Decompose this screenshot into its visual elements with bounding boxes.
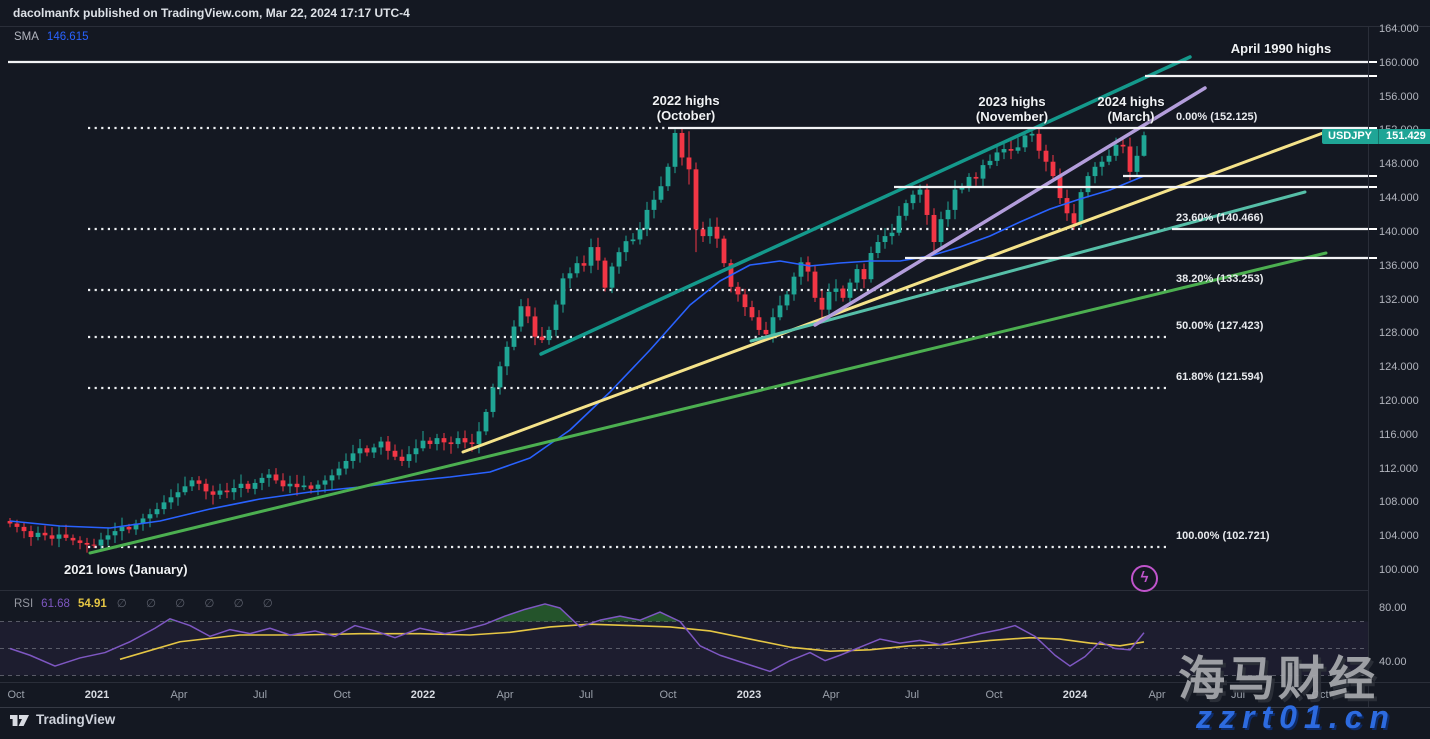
time-axis-label: Apr bbox=[1148, 689, 1166, 701]
chart-annotation: 2024 highs (March) bbox=[1097, 94, 1165, 124]
sma-value: 146.615 bbox=[46, 31, 89, 43]
sma-line bbox=[9, 175, 1145, 529]
fib-level-label: 61.80% (121.594) bbox=[1176, 371, 1264, 383]
publisher-bar: dacolmanfx published on TradingView.com,… bbox=[0, 0, 1430, 27]
fib-level-label: 23.60% (140.466) bbox=[1176, 212, 1264, 224]
tradingview-logo-icon bbox=[10, 715, 29, 726]
fib-level-label: 0.00% (152.125) bbox=[1176, 111, 1258, 123]
time-axis-label: 2024 bbox=[1062, 689, 1088, 701]
chart-annotation: 2022 highs (October) bbox=[652, 93, 720, 123]
rsi-label: RSI bbox=[14, 598, 34, 610]
rsi-ma-value: 54.91 bbox=[77, 598, 107, 610]
rsi-line bbox=[9, 603, 1145, 673]
time-axis-label: Apr bbox=[170, 689, 188, 701]
rsi-band bbox=[0, 621, 1368, 676]
rsi-overbought-fill bbox=[596, 612, 680, 622]
time-axis-label: Oct bbox=[985, 689, 1003, 701]
rsi-ma-line bbox=[119, 623, 1145, 661]
rsi-value: 61.68 bbox=[41, 598, 70, 610]
time-axis-label: Oct bbox=[659, 689, 677, 701]
chart-annotation: 2021 lows (January) bbox=[64, 562, 188, 577]
chart-annotation: 2023 highs (November) bbox=[975, 94, 1049, 124]
time-axis-label: Apr bbox=[496, 689, 514, 701]
time-axis-label: Jul bbox=[252, 689, 268, 701]
watermark-cjk: 海马财经 bbox=[1178, 652, 1378, 705]
green-long-term-support bbox=[88, 251, 1328, 555]
rsi-indicator-legend[interactable]: RSI 61.68 54.91 ∅ ∅ ∅ ∅ ∅ ∅ bbox=[14, 596, 281, 610]
sma-indicator-legend[interactable]: SMA 146.615 bbox=[14, 31, 89, 43]
tradingview-attribution-text: TradingView bbox=[36, 712, 116, 727]
candlestick-series bbox=[7, 127, 1147, 553]
symbol-price-badge: USDJPY 151.429 bbox=[1322, 129, 1430, 144]
time-axis-label: Oct bbox=[7, 689, 25, 701]
dark-teal-channel bbox=[539, 55, 1192, 356]
time-axis-label: Oct bbox=[333, 689, 351, 701]
time-axis-separator bbox=[0, 682, 1430, 683]
pane-separator[interactable] bbox=[0, 590, 1368, 591]
footer-separator bbox=[0, 707, 1430, 708]
light-teal-support bbox=[749, 190, 1307, 343]
last-price-label: 151.429 bbox=[1386, 130, 1426, 142]
time-axis-label: 2022 bbox=[410, 689, 436, 701]
publisher-text: dacolmanfx published on TradingView.com,… bbox=[13, 6, 410, 20]
yellow-support bbox=[461, 131, 1325, 454]
fib-level-label: 38.20% (133.253) bbox=[1176, 273, 1264, 285]
time-axis-label: Apr bbox=[822, 689, 840, 701]
lightning-icon[interactable]: ϟ bbox=[1131, 565, 1158, 592]
watermark-url: zzrt01.cn bbox=[1196, 699, 1396, 735]
sma-label: SMA bbox=[14, 31, 39, 43]
price-axis[interactable] bbox=[1368, 26, 1430, 707]
tradingview-attribution[interactable]: TradingView bbox=[10, 712, 115, 727]
rsi-overbought-fill bbox=[165, 618, 178, 622]
time-axis-label: 2021 bbox=[84, 689, 110, 701]
time-axis-label: Jul bbox=[578, 689, 594, 701]
rsi-empty-slots: ∅ ∅ ∅ ∅ ∅ ∅ bbox=[116, 598, 281, 610]
purple-channel bbox=[813, 86, 1207, 327]
time-axis-label: Jul bbox=[904, 689, 920, 701]
time-axis-label: 2023 bbox=[736, 689, 762, 701]
rsi-overbought-fill bbox=[491, 603, 575, 622]
symbol-label: USDJPY bbox=[1322, 129, 1380, 144]
chart-annotation: April 1990 highs bbox=[1230, 41, 1332, 56]
fib-level-label: 100.00% (102.721) bbox=[1176, 530, 1270, 542]
fib-level-label: 50.00% (127.423) bbox=[1176, 320, 1264, 332]
